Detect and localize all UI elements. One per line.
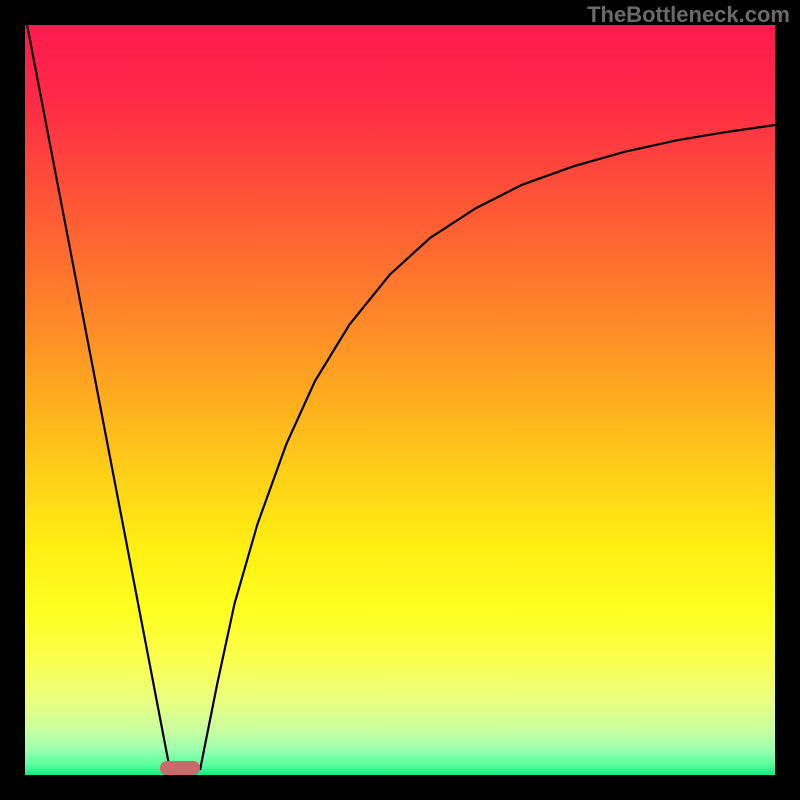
valley-marker [160,761,200,775]
watermark-label: TheBottleneck.com [587,2,790,27]
descending-line [25,14,170,770]
curves-layer [0,0,800,800]
chart-container: TheBottleneck.com [0,0,800,800]
watermark-text: TheBottleneck.com [587,2,790,28]
ascending-curve [200,125,775,770]
